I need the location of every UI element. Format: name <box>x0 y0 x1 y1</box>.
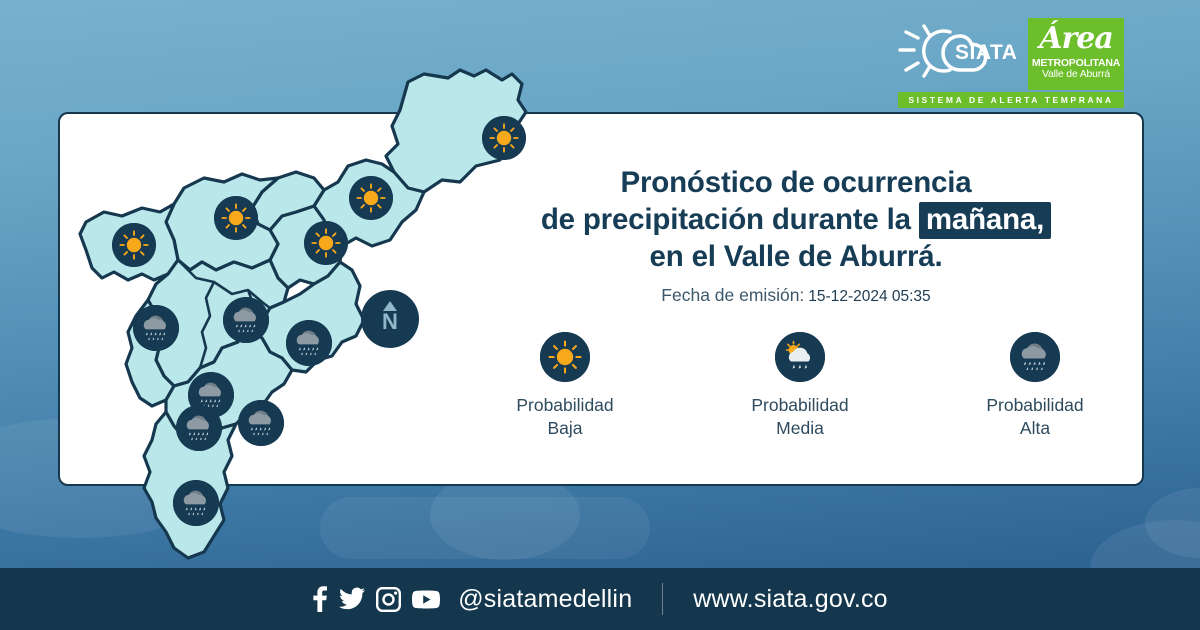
legend-label-alta: Probabilidad Alta <box>986 394 1083 441</box>
marker-caldas-n <box>176 405 222 451</box>
marker-barbosa <box>482 116 526 160</box>
legend-item-baja: Probabilidad Baja <box>470 332 660 441</box>
footer-divider <box>662 583 664 615</box>
area-script-text: Área <box>1039 21 1114 56</box>
title-highlight-manana: mañana, <box>918 202 1052 240</box>
background-cloud-center <box>320 497 650 559</box>
probability-legend: Probabilidad Baja <box>470 332 1130 441</box>
youtube-icon[interactable] <box>412 589 441 610</box>
marker-girardota <box>349 176 393 220</box>
social-handle[interactable]: @siatamedellin <box>458 584 633 613</box>
compass-label: N <box>382 308 398 334</box>
marker-la-estrella <box>238 400 284 446</box>
facebook-icon[interactable] <box>312 586 328 612</box>
sun-icon <box>540 332 590 382</box>
compass-arrow <box>383 301 397 311</box>
marker-medellin <box>223 297 269 343</box>
inner-border-4 <box>146 283 158 301</box>
brand-logos: SIATA Área METROPOLITANA Valle de Aburrá… <box>898 18 1124 112</box>
tagline-bar: SISTEMA DE ALERTA TEMPRANA <box>898 92 1124 108</box>
area-line-1: METROPOLITANA <box>1031 57 1121 69</box>
compass-north-icon: N <box>361 290 419 348</box>
tagline-text: SISTEMA DE ALERTA TEMPRANA <box>908 95 1114 105</box>
legend-label-baja: Probabilidad Baja <box>516 394 613 441</box>
title-line-2-text: de precipitación durante la <box>540 203 919 237</box>
marker-caldas-s <box>173 480 219 526</box>
cloud-rain-icon <box>286 320 332 366</box>
legend-label-media-line1: Probabilidad <box>751 395 849 415</box>
area-metropolitana-logo: Área METROPOLITANA Valle de Aburrá <box>1028 18 1124 90</box>
sun-icon <box>214 196 258 240</box>
sun-icon <box>112 223 156 267</box>
sun-cloud-rain-icon <box>775 332 825 382</box>
legend-label-alta-line2: Alta <box>1019 418 1051 439</box>
marker-san-pedro <box>112 223 156 267</box>
sun-icon <box>304 221 348 265</box>
marker-copacabana <box>304 221 348 265</box>
area-line-2: Valle de Aburrá <box>1041 68 1111 81</box>
twitter-icon[interactable] <box>339 587 366 611</box>
emission-label: Fecha de emisión: <box>661 285 805 305</box>
legend-label-alta-line1: Probabilidad <box>986 395 1084 415</box>
cloud-rain-icon <box>223 297 269 343</box>
title-line-3: en el Valle de Aburrá. <box>649 240 943 274</box>
legend-label-media-line2: Media <box>776 418 824 439</box>
valle-de-aburra-map: N <box>56 40 528 570</box>
page-title: Pronóstico de ocurrencia de precipitació… <box>460 164 1132 275</box>
emission-value: 15-12-2024 05:35 <box>808 288 931 305</box>
inner-border-2 <box>198 281 216 369</box>
siata-wordmark: SIATA <box>955 41 1017 64</box>
cloud-rain-icon <box>238 400 284 446</box>
emission-date: Fecha de emisión: 15-12-2024 05:35 <box>460 285 1132 306</box>
instagram-icon[interactable] <box>376 586 402 612</box>
website-url[interactable]: www.siata.gov.co <box>693 584 888 613</box>
legend-item-media: Probabilidad Media <box>705 332 895 441</box>
cloud-rain-icon <box>176 405 222 451</box>
legend-label-baja-line2: Baja <box>547 418 583 439</box>
sun-icon <box>482 116 526 160</box>
inner-border-1 <box>177 259 271 310</box>
social-icons <box>312 586 441 612</box>
legend-item-alta: Probabilidad Alta <box>940 332 1130 441</box>
legend-label-baja-line1: Probabilidad <box>516 395 614 415</box>
siata-logo: SIATA <box>898 18 1026 90</box>
cloud-rain-icon <box>173 480 219 526</box>
cloud-rain-icon <box>1010 332 1060 382</box>
legend-label-media: Probabilidad Media <box>751 394 848 441</box>
marker-itagui <box>133 305 179 351</box>
title-line-1: Pronóstico de ocurrencia <box>620 166 972 199</box>
cloud-rain-icon <box>133 305 179 351</box>
title-line-2: de precipitación durante la mañana, <box>460 201 1132 240</box>
marker-bello <box>214 196 258 240</box>
sun-icon <box>349 176 393 220</box>
marker-envigado <box>286 320 332 366</box>
footer-bar: @siatamedellin www.siata.gov.co <box>0 568 1200 630</box>
